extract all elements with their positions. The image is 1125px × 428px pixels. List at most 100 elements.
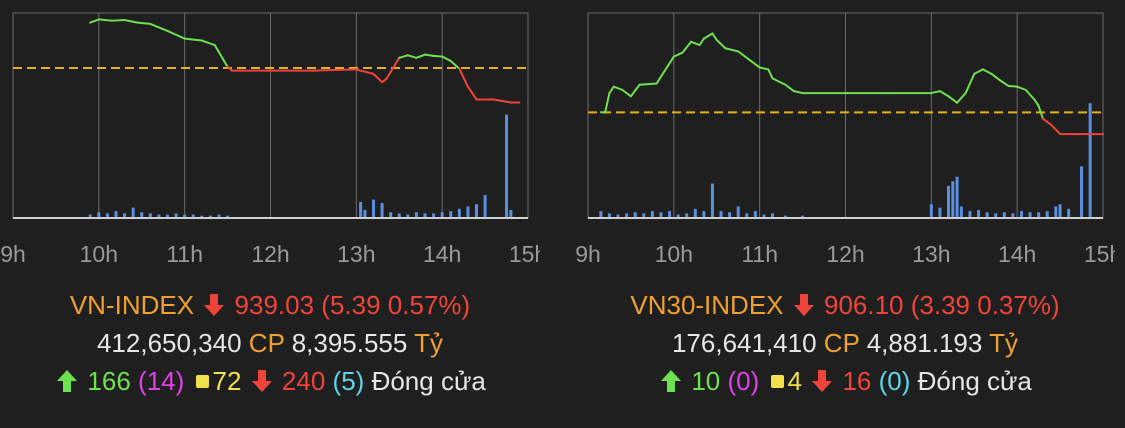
- volume-bar: [955, 176, 959, 218]
- price-line-segment: [385, 56, 401, 80]
- price-line-segment: [608, 85, 615, 95]
- arrow-down-icon: [812, 370, 833, 392]
- arrow-down-icon: [204, 294, 225, 316]
- volume-bar: [200, 215, 204, 218]
- price-line-segment: [1050, 124, 1062, 136]
- volume-bar: [1088, 103, 1092, 218]
- volume-bar: [217, 214, 221, 218]
- price-line-segment: [1033, 98, 1040, 107]
- price-line-segment: [999, 79, 1010, 88]
- volume-bar: [745, 213, 749, 218]
- volume-bar: [140, 212, 144, 218]
- index-headline: VN-INDEX 939.03 (5.39 0.57%): [0, 286, 540, 324]
- price-line-segment: [737, 50, 753, 63]
- vn-index-chart: 9h 10h 11h 12h 13h 14h 15h: [0, 12, 540, 267]
- volume-bar: [483, 195, 487, 218]
- volume-bar: [693, 208, 697, 218]
- price-line-segment: [1041, 117, 1053, 127]
- index-volume-line: 412,650,340 CP 8,395.555 Tỷ: [0, 324, 540, 362]
- volume-bar: [994, 213, 998, 218]
- price-line-segment: [110, 19, 126, 22]
- price-line-segment: [398, 54, 409, 59]
- price-line-segment: [947, 95, 959, 104]
- volume-bar: [105, 213, 109, 218]
- volume-bar: [114, 211, 118, 218]
- volume-bar: [783, 215, 787, 218]
- volume-bar: [406, 214, 410, 218]
- cp-label: CP: [248, 328, 285, 358]
- volume-bar: [432, 213, 436, 218]
- x-tick-label: 11h: [166, 241, 203, 267]
- volume-bar: [380, 203, 384, 218]
- index-name: VN30-INDEX: [630, 290, 784, 320]
- market-breadth-line: 10 (0) 4 16 (0) Đóng cửa: [575, 362, 1115, 400]
- price-line-segment: [750, 60, 761, 69]
- price-line-segment: [930, 90, 941, 95]
- volume-bar: [157, 214, 161, 218]
- volume-bar: [440, 212, 444, 218]
- price-line-segment: [458, 67, 469, 88]
- price-line-segment: [424, 53, 435, 57]
- volume-bar: [642, 213, 646, 218]
- price-line-segment: [372, 72, 384, 84]
- index-change: (3.39 0.37%): [910, 290, 1060, 320]
- ceiling-count: (14): [138, 366, 185, 396]
- price-line-segment: [767, 68, 774, 80]
- volume-bar: [1028, 212, 1032, 218]
- volume-bar: [1037, 212, 1041, 218]
- price-line-segment: [784, 83, 795, 93]
- price-line-segment: [715, 38, 727, 50]
- unchanged-square-icon: [770, 375, 784, 388]
- price-line-segment: [441, 55, 452, 63]
- volume-bar: [423, 213, 427, 218]
- volume-bar: [607, 213, 611, 218]
- volume-bar: [702, 211, 706, 218]
- unchanged-count: 72: [212, 366, 242, 396]
- volume-bar: [148, 213, 152, 218]
- volume-bar: [475, 204, 478, 218]
- price-line-segment: [604, 92, 611, 114]
- price-line-segment: [990, 72, 1001, 82]
- index-name: VN-INDEX: [69, 290, 195, 320]
- price-line-segment: [183, 37, 203, 42]
- index-headline: VN30-INDEX 906.10 (3.39 0.37%): [575, 286, 1115, 324]
- volume-bar: [1058, 204, 1062, 218]
- vn-index-summary: VN-INDEX 939.03 (5.39 0.57%) 412,650,340…: [0, 286, 540, 400]
- price-line-segment: [415, 53, 426, 59]
- price-line-segment: [200, 39, 216, 47]
- advances-count: 166: [87, 366, 131, 396]
- price-line-segment: [1037, 104, 1044, 120]
- price-line-segment: [758, 66, 770, 71]
- arrow-up-icon: [661, 370, 682, 392]
- volume-bar: [208, 215, 212, 218]
- vn30-index-chart: 9h 10h 11h 12h 13h 14h 15h: [575, 12, 1115, 267]
- price-line-segment: [432, 54, 444, 58]
- volume-bar: [968, 211, 972, 218]
- volume-bar: [1067, 208, 1071, 218]
- index-value: 906.10: [823, 290, 904, 320]
- volume-bar: [1019, 211, 1023, 218]
- price-line-segment: [136, 21, 152, 25]
- turnover-unit: Tỷ: [989, 328, 1019, 358]
- volume-bar: [1054, 206, 1058, 218]
- x-tick-label: 12h: [251, 241, 289, 267]
- price-line-segment: [466, 85, 478, 101]
- volume-bar: [959, 206, 963, 218]
- arrow-down-icon: [793, 294, 814, 316]
- volume-bar: [166, 214, 169, 218]
- x-tick-label: 11h: [741, 241, 778, 267]
- volume-bar: [1080, 166, 1084, 218]
- price-line-segment: [149, 22, 169, 32]
- volume-bar: [719, 211, 723, 218]
- volume-bar: [449, 211, 453, 218]
- volume-bar: [191, 214, 195, 218]
- floor-count: (5): [332, 366, 365, 396]
- volume-bar: [650, 211, 654, 218]
- market-status: Đóng cửa: [371, 366, 486, 396]
- volume-bar: [397, 213, 401, 218]
- price-line-segment: [698, 37, 705, 47]
- price-line-segment: [97, 18, 113, 22]
- volume-bar: [226, 215, 230, 218]
- volume-value: 176,641,410: [671, 328, 817, 358]
- price-line-segment: [166, 29, 186, 40]
